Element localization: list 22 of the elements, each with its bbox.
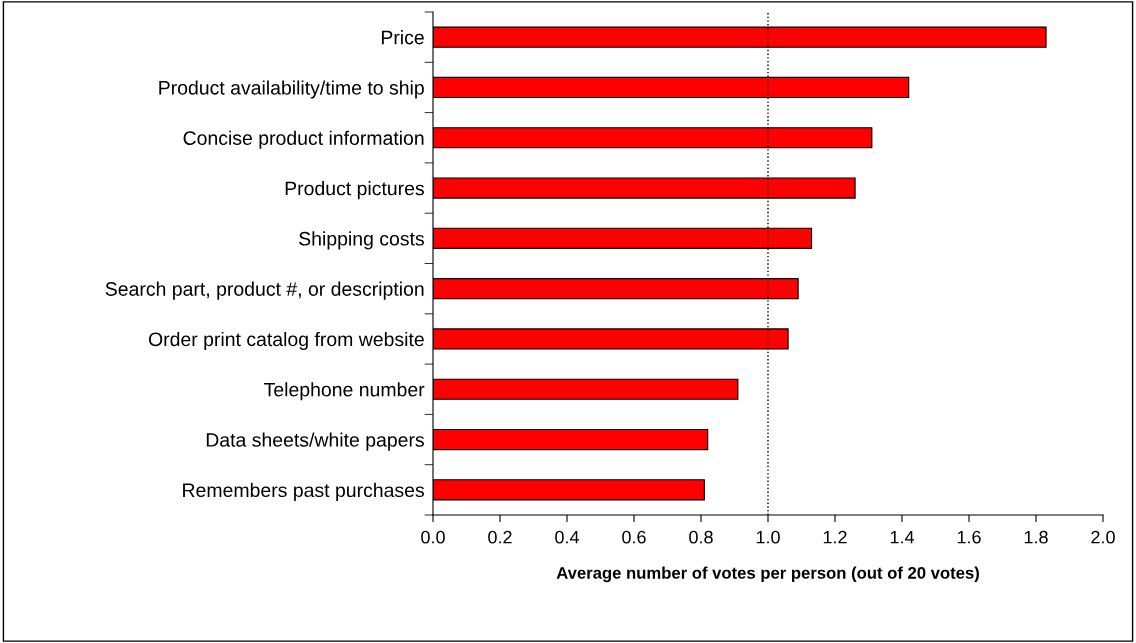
x-axis-title: Average number of votes per person (out of 20 votes)	[556, 566, 979, 583]
y-tick-label: Order print catalog from website	[148, 331, 424, 351]
y-tick-label: Telephone number	[264, 382, 425, 401]
x-tick-label: 0.4	[555, 530, 580, 544]
x-tick-label: 0.0	[421, 530, 445, 544]
x-tick-label: 1.4	[890, 530, 915, 544]
x-tick-label: 1.8	[1024, 530, 1048, 544]
y-tick-label: Data sheets/white papers	[206, 432, 424, 451]
x-tick-label: 1.2	[823, 530, 847, 544]
x-tick-label: 0.8	[689, 530, 713, 544]
y-tick-label: Concise product information	[183, 130, 424, 149]
y-tick-label: Search part, product #, or description	[105, 281, 424, 300]
x-tick-label: 0.6	[622, 530, 646, 544]
y-tick-label: Product pictures	[285, 181, 424, 200]
y-tick-label: Price	[381, 30, 424, 45]
y-tick-label: Remembers past purchases	[183, 482, 424, 501]
x-tick-label: 0.2	[488, 530, 512, 544]
y-tick-label: Shipping costs	[299, 231, 424, 250]
y-tick-label: Product availability/time to ship	[159, 80, 424, 99]
x-tick-label: 2.0	[1091, 530, 1115, 544]
x-tick-label: 1.0	[756, 530, 780, 544]
x-tick-label: 1.6	[957, 530, 981, 544]
